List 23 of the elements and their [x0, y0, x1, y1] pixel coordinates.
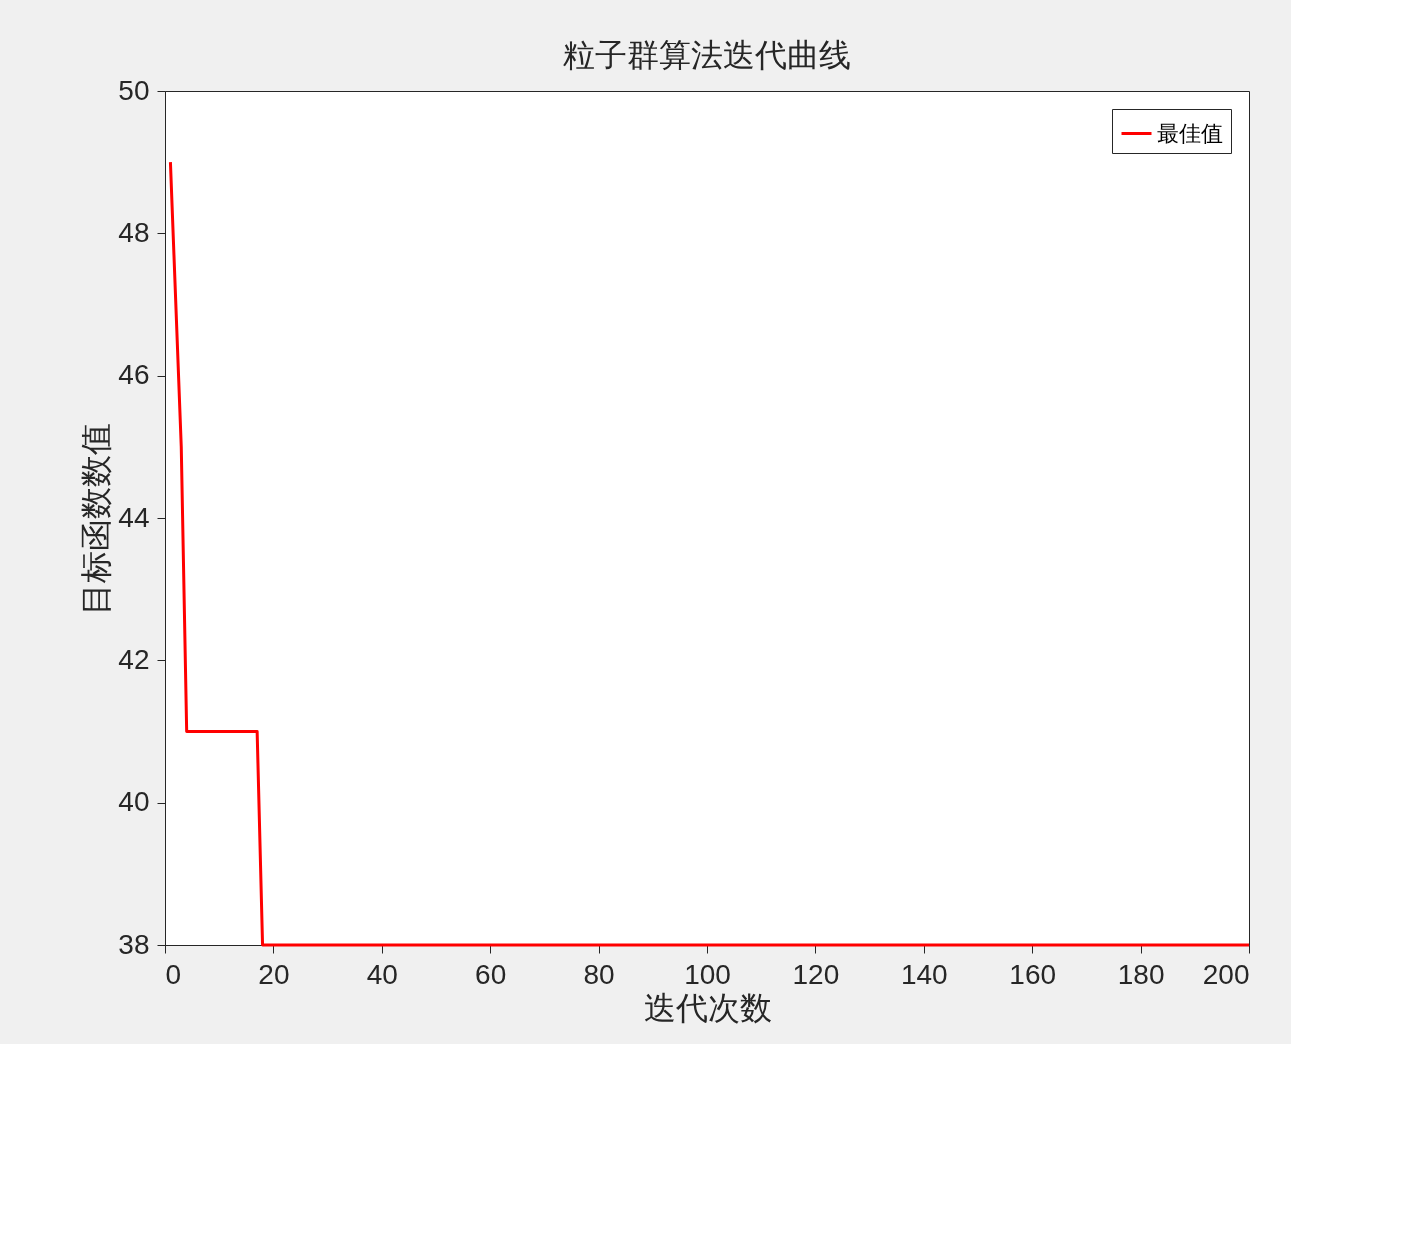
- x-tick-label: 180: [1117, 958, 1165, 990]
- y-tick-label: 46: [118, 359, 150, 391]
- x-tick-label: 140: [900, 958, 948, 990]
- x-tick-label: 40: [366, 958, 398, 990]
- y-tick-label: 48: [118, 216, 150, 248]
- y-tick-label: 50: [118, 74, 150, 106]
- chart-title: 粒子群算法迭代曲线: [563, 36, 851, 74]
- x-tick-label: 20: [258, 958, 290, 990]
- line-series: [168, 160, 1251, 947]
- x-tick-label: 200: [1202, 958, 1250, 990]
- y-tick-label: 40: [118, 786, 150, 818]
- y-tick-label: 44: [118, 501, 150, 533]
- y-axis-title: 目标函数数值: [77, 422, 116, 615]
- y-tick-label: 38: [118, 928, 150, 960]
- x-tick-label: 60: [475, 958, 507, 990]
- x-tick-label: 0: [165, 958, 182, 990]
- x-tick-label: 120: [792, 958, 840, 990]
- y-tick-label: 42: [118, 643, 150, 675]
- x-tick-label: 80: [583, 958, 615, 990]
- x-tick-label: 100: [684, 958, 731, 990]
- x-tick-label: 160: [1009, 958, 1057, 990]
- legend-label: 最佳值: [1157, 120, 1223, 146]
- x-axis-title: 迭代次数: [643, 988, 772, 1027]
